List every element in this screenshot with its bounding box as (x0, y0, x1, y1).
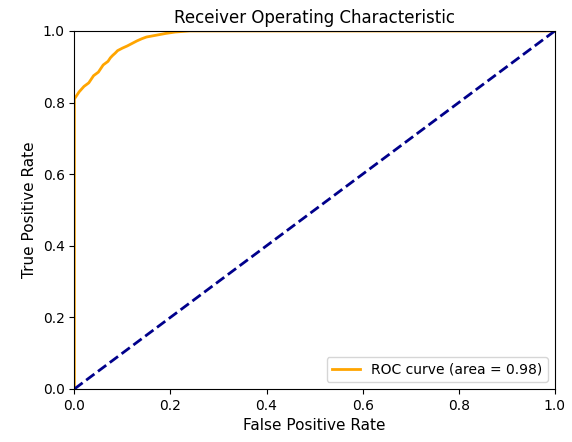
ROC curve (area = 0.98) (112, 50, 118, 56)
ROC curve (area = 0.98) (71, 386, 78, 392)
ROC curve (area = 0.98) (551, 28, 558, 34)
ROC curve (area = 0.98) (76, 89, 82, 95)
ROC curve (area = 0.98) (186, 28, 193, 34)
ROC curve (area = 0.98) (124, 43, 130, 49)
ROC curve (area = 0.98) (129, 41, 136, 46)
ROC curve (area = 0.98) (107, 55, 114, 61)
Y-axis label: True Positive Rate: True Positive Rate (22, 141, 37, 278)
ROC curve (area = 0.98) (162, 31, 169, 36)
ROC curve (area = 0.98) (138, 36, 145, 42)
Line: ROC curve (area = 0.98): ROC curve (area = 0.98) (74, 31, 555, 389)
ROC curve (area = 0.98) (95, 69, 102, 75)
ROC curve (area = 0.98) (153, 33, 160, 38)
ROC curve (area = 0.98) (133, 38, 140, 44)
ROC curve (area = 0.98) (100, 62, 106, 68)
ROC curve (area = 0.98) (81, 84, 88, 89)
ROC curve (area = 0.98) (114, 48, 121, 53)
ROC curve (area = 0.98) (97, 66, 104, 71)
ROC curve (area = 0.98) (105, 59, 112, 64)
ROC curve (area = 0.98) (119, 46, 126, 51)
X-axis label: False Positive Rate: False Positive Rate (243, 418, 386, 433)
ROC curve (area = 0.98) (90, 73, 97, 78)
ROC curve (area = 0.98) (172, 29, 178, 34)
ROC curve (area = 0.98) (71, 96, 78, 102)
ROC curve (area = 0.98) (109, 53, 116, 58)
Title: Receiver Operating Characteristic: Receiver Operating Characteristic (174, 8, 455, 27)
ROC curve (area = 0.98) (85, 80, 92, 85)
ROC curve (area = 0.98) (143, 34, 150, 40)
ROC curve (area = 0.98) (88, 76, 94, 82)
Legend: ROC curve (area = 0.98): ROC curve (area = 0.98) (327, 357, 548, 382)
